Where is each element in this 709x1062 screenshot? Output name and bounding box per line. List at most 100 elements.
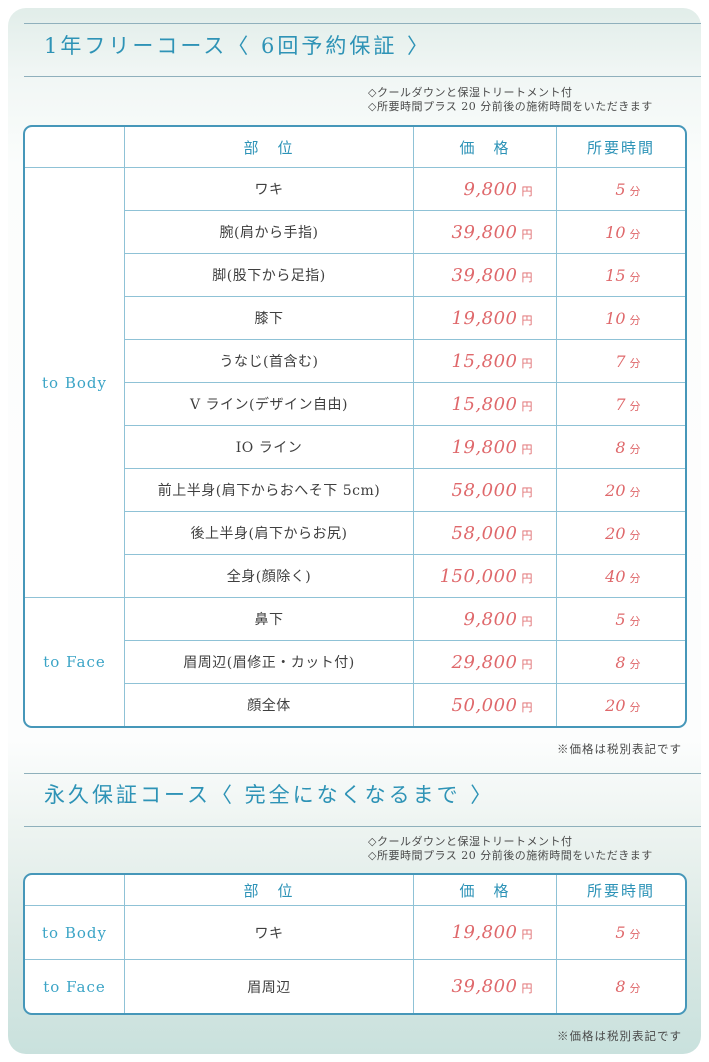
- price-cell: 9,800 円: [413, 167, 556, 210]
- price-value: 50,000: [451, 694, 518, 716]
- price-cell: 58,000 円: [413, 511, 556, 554]
- part-cell: うなじ(首含む): [124, 339, 413, 382]
- price-row: 前上半身(肩下からおへそ下 5cm) 58,000 円 20 分: [25, 468, 685, 511]
- price-value: 29,800: [451, 651, 518, 673]
- price-unit: 円: [521, 614, 533, 628]
- price-value: 58,000: [451, 479, 518, 501]
- price-cell: 15,800 円: [413, 339, 556, 382]
- price-value: 19,800: [451, 922, 518, 943]
- category-header-cell: [25, 127, 124, 167]
- time-unit: 分: [629, 700, 641, 714]
- part-cell: 前上半身(肩下からおへそ下 5cm): [124, 468, 413, 511]
- price-row: 膝下 19,800 円 10 分: [25, 296, 685, 339]
- time-header: 所要時間: [556, 127, 685, 167]
- price-header: 価 格: [413, 127, 556, 167]
- time-cell: 40 分: [556, 554, 685, 597]
- part-cell: V ライン(デザイン自由): [124, 382, 413, 425]
- price-unit: 円: [521, 928, 533, 941]
- pricing-card: 1年フリーコース〈 6回予約保証 〉 ◇クールダウンと保湿トリートメント付 ◇所…: [8, 8, 701, 1054]
- part-cell: 眉周辺(眉修正・カット付): [124, 640, 413, 683]
- price-value: 9,800: [463, 178, 518, 200]
- time-unit: 分: [629, 928, 641, 941]
- part-header: 部 位: [124, 875, 413, 905]
- price-value: 39,800: [451, 221, 518, 243]
- time-unit: 分: [629, 399, 641, 413]
- part-cell: ワキ: [124, 905, 413, 959]
- time-unit: 分: [629, 528, 641, 542]
- price-row: to Face 眉周辺 39,800 円 8 分: [25, 959, 685, 1013]
- price-row: to Body ワキ 9,800 円 5 分: [25, 167, 685, 392]
- price-unit: 円: [521, 485, 533, 499]
- part-cell: 全身(顔除く): [124, 554, 413, 597]
- price-unit: 円: [521, 528, 533, 542]
- time-unit: 分: [629, 485, 641, 499]
- note-line: ◇クールダウンと保湿トリートメント付: [368, 86, 573, 99]
- price-cell: 29,800 円: [413, 640, 556, 683]
- time-cell: 15 分: [556, 253, 685, 296]
- time-header: 所要時間: [556, 875, 685, 905]
- part-cell: IO ライン: [124, 425, 413, 468]
- price-cell: 9,800 円: [413, 597, 556, 640]
- price-row: 腕(肩から手指) 39,800 円 10 分: [25, 210, 685, 253]
- price-row: to Body ワキ 19,800 円 5 分: [25, 905, 685, 959]
- part-cell: 後上半身(肩下からお尻): [124, 511, 413, 554]
- price-row: 全身(顔除く) 150,000 円 40 分: [25, 554, 685, 597]
- price-value: 39,800: [451, 264, 518, 286]
- time-value: 5: [615, 179, 626, 199]
- price-row: to Face 鼻下 9,800 円 5 分: [25, 597, 685, 671]
- price-table-2: 部 位 価 格 所要時間 to Body ワキ 19,800 円 5 分 to Face 眉周…: [23, 873, 687, 1015]
- price-unit: 円: [521, 227, 533, 241]
- price-value: 58,000: [451, 522, 518, 544]
- course-title-1: 1年フリーコース〈 6回予約保証 〉: [44, 34, 432, 58]
- time-unit: 分: [629, 270, 641, 284]
- time-value: 40: [605, 566, 626, 586]
- time-value: 7: [615, 351, 626, 371]
- price-row: V ライン(デザイン自由) 15,800 円 7 分: [25, 382, 685, 425]
- time-value: 15: [605, 265, 626, 285]
- time-value: 20: [605, 695, 626, 715]
- price-cell: 19,800 円: [413, 425, 556, 468]
- course-title-2: 永久保証コース〈 完全になくなるまで 〉: [44, 783, 495, 807]
- price-cell: 19,800 円: [413, 905, 556, 959]
- tax-note-2: ※価格は税別表記です: [557, 1029, 682, 1043]
- part-cell: ワキ: [124, 167, 413, 210]
- price-unit: 円: [521, 571, 533, 585]
- divider-line: [24, 23, 701, 24]
- price-cell: 58,000 円: [413, 468, 556, 511]
- part-cell: 顔全体: [124, 683, 413, 726]
- category-header-cell: [25, 875, 124, 905]
- price-value: 19,800: [451, 436, 518, 458]
- price-row: うなじ(首含む) 15,800 円 7 分: [25, 339, 685, 382]
- divider-line: [24, 76, 701, 77]
- price-value: 19,800: [451, 307, 518, 329]
- course-notes-1: ◇クールダウンと保湿トリートメント付 ◇所要時間プラス 20 分前後の施術時間を…: [368, 86, 653, 114]
- table-header-row: 部 位 価 格 所要時間: [25, 875, 685, 905]
- time-cell: 10 分: [556, 210, 685, 253]
- time-cell: 20 分: [556, 511, 685, 554]
- price-unit: 円: [521, 442, 533, 456]
- part-cell: 眉周辺: [124, 959, 413, 1013]
- price-unit: 円: [521, 270, 533, 284]
- price-unit: 円: [521, 184, 533, 198]
- price-row: 眉周辺(眉修正・カット付) 29,800 円 8 分: [25, 640, 685, 683]
- category-cell: to Face: [25, 597, 124, 726]
- price-row: 脚(股下から足指) 39,800 円 15 分: [25, 253, 685, 296]
- price-cell: 39,800 円: [413, 253, 556, 296]
- time-unit: 分: [629, 356, 641, 370]
- part-cell: 脚(股下から足指): [124, 253, 413, 296]
- category-cell: to Face: [25, 959, 124, 1013]
- time-cell: 10 分: [556, 296, 685, 339]
- time-unit: 分: [629, 657, 641, 671]
- price-value: 150,000: [439, 565, 518, 587]
- tax-note-1: ※価格は税別表記です: [557, 742, 682, 756]
- note-line: ◇所要時間プラス 20 分前後の施術時間をいただきます: [368, 849, 653, 862]
- note-line: ◇クールダウンと保湿トリートメント付: [368, 835, 573, 848]
- time-unit: 分: [629, 614, 641, 628]
- time-value: 10: [605, 308, 626, 328]
- course-notes-2: ◇クールダウンと保湿トリートメント付 ◇所要時間プラス 20 分前後の施術時間を…: [368, 835, 653, 863]
